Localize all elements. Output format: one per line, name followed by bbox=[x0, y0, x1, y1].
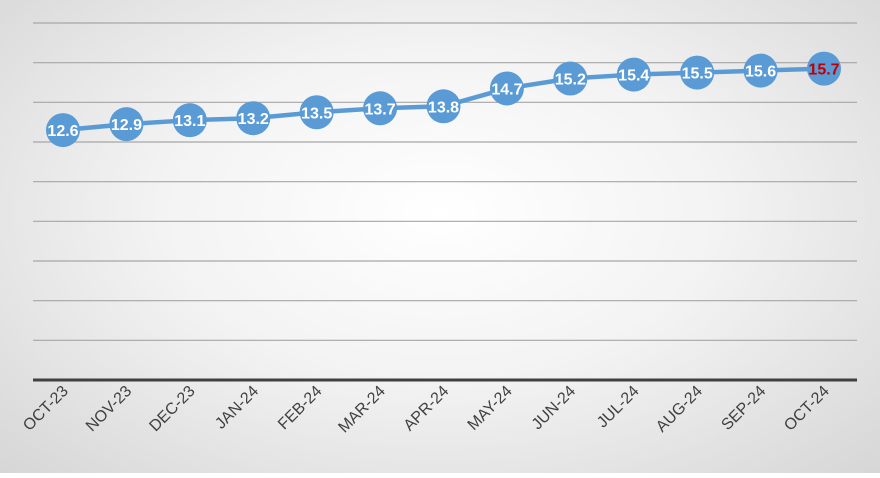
x-tick-label: MAR-24 bbox=[335, 383, 389, 437]
data-point bbox=[553, 61, 588, 96]
data-point bbox=[489, 71, 524, 106]
gridlines bbox=[33, 22, 857, 341]
data-point bbox=[109, 107, 144, 142]
data-label: 15.4 bbox=[618, 68, 649, 85]
data-label: 12.9 bbox=[111, 117, 142, 134]
data-point bbox=[680, 55, 715, 90]
data-label: 13.5 bbox=[301, 105, 332, 122]
x-tick-label: SEP-24 bbox=[718, 383, 769, 434]
data-label: 13.8 bbox=[428, 99, 459, 116]
data-labels: 12.6 12.9 13.1 13.2 13.5 13.7 13.8 14.7 15.2 15.4… bbox=[47, 62, 839, 140]
data-point bbox=[616, 57, 651, 92]
data-label: 13.2 bbox=[238, 111, 269, 128]
x-tick-label: JUN-24 bbox=[529, 383, 579, 433]
x-tick-label: OCT-24 bbox=[781, 383, 833, 435]
x-tick-label: JUL-24 bbox=[594, 383, 643, 432]
x-tick-label: MAY-24 bbox=[465, 383, 516, 434]
data-label: 15.2 bbox=[555, 72, 586, 89]
x-tick-label: DEC-23 bbox=[146, 383, 198, 435]
x-tick-label: AUG-24 bbox=[653, 383, 706, 436]
data-point bbox=[46, 113, 80, 148]
data-point bbox=[743, 53, 778, 88]
data-point bbox=[299, 95, 334, 130]
data-point bbox=[236, 101, 271, 136]
x-axis: OCT-23 NOV-23 DEC-23 JAN-24 FEB-24 MAR-24 APR-… bbox=[20, 378, 857, 437]
data-label: 15.6 bbox=[745, 64, 776, 81]
x-tick-label: NOV-23 bbox=[83, 383, 135, 435]
data-point bbox=[172, 103, 207, 138]
data-markers bbox=[46, 51, 841, 148]
x-tick-label: OCT-23 bbox=[20, 383, 72, 435]
data-label: 13.1 bbox=[174, 113, 205, 130]
data-point bbox=[426, 89, 461, 124]
data-point bbox=[807, 51, 841, 86]
data-point bbox=[363, 91, 398, 126]
data-label: 15.7 bbox=[808, 62, 839, 79]
data-label: 14.7 bbox=[491, 81, 522, 98]
data-label: 15.5 bbox=[682, 66, 713, 83]
x-tick-label: JAN-24 bbox=[212, 383, 262, 433]
x-tick-label: APR-24 bbox=[401, 383, 453, 435]
data-label: 12.6 bbox=[47, 123, 78, 140]
data-label: 13.7 bbox=[365, 101, 396, 118]
x-tick-label: FEB-24 bbox=[275, 383, 325, 433]
